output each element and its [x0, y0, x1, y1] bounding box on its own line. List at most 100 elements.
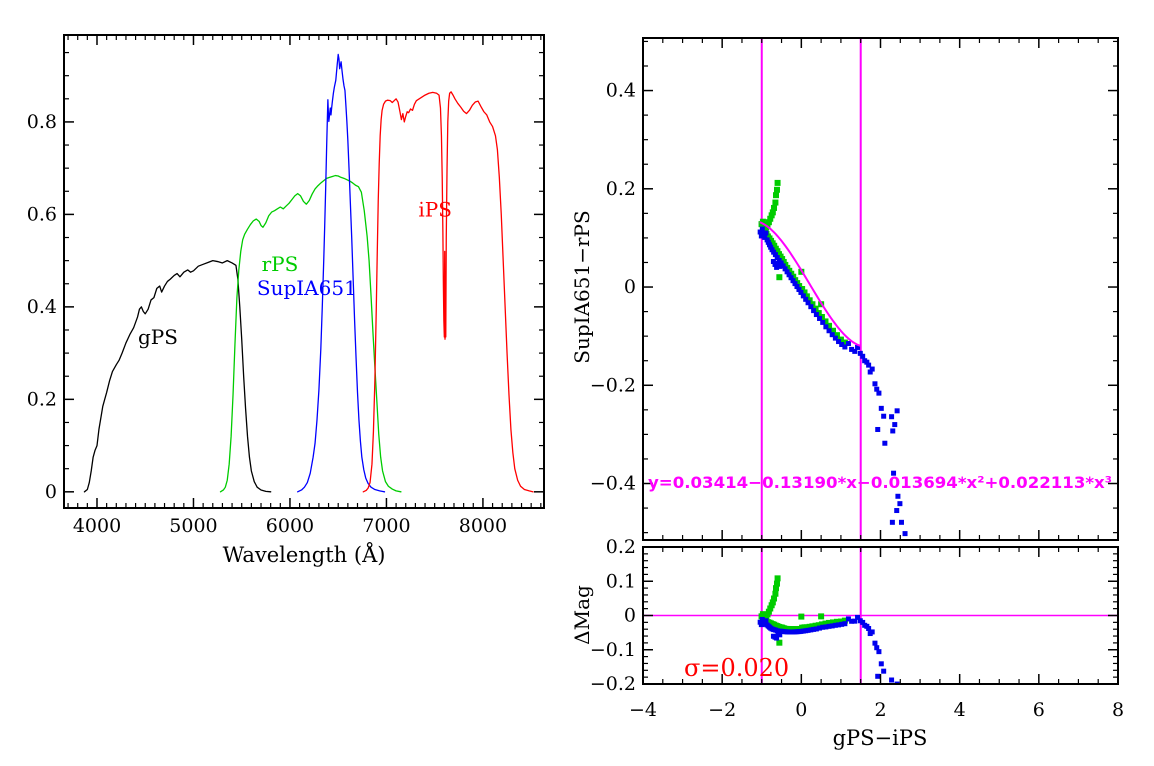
data-point [845, 616, 851, 622]
data-point [780, 263, 786, 269]
data-point [759, 611, 766, 618]
x-axis-label-residuals: gPS−iPS [833, 726, 928, 750]
data-point [841, 339, 848, 346]
data-point [867, 369, 873, 375]
curve-iPS [362, 91, 534, 493]
data-point [820, 624, 826, 630]
x-tick-label: 4000 [73, 515, 121, 537]
data-point [852, 348, 858, 354]
data-point [857, 350, 863, 356]
data-point [894, 508, 900, 514]
data-point [809, 623, 816, 630]
data-point [872, 640, 878, 646]
data-point [860, 353, 866, 359]
data-point [763, 618, 769, 624]
series-label-gPS: gPS [138, 325, 178, 349]
data-point [823, 324, 829, 330]
data-point [829, 332, 835, 338]
y-tick-label: 0 [624, 276, 636, 298]
data-point [855, 344, 861, 350]
data-point [874, 386, 880, 392]
data-point [774, 179, 781, 186]
data-point [829, 623, 835, 629]
data-point [875, 673, 881, 679]
scatter-blue-sample [757, 226, 908, 537]
data-point [798, 289, 804, 295]
data-point [822, 318, 829, 325]
series-label-SupIA651: SupIA651 [257, 276, 357, 300]
data-point [874, 645, 880, 651]
data-point [818, 621, 825, 628]
data-point [774, 264, 780, 270]
data-point [799, 286, 806, 292]
data-point [774, 575, 781, 582]
data-point [794, 284, 800, 290]
data-point [817, 315, 823, 321]
data-point [796, 286, 802, 292]
data-layer [757, 38, 908, 540]
axis-ticks [642, 38, 1119, 540]
data-point [876, 390, 882, 396]
data-point [773, 192, 779, 199]
data-point [778, 260, 784, 266]
data-point [869, 366, 875, 372]
data-point [889, 414, 895, 420]
data-point [826, 623, 832, 629]
x-tick-label: −4 [629, 699, 657, 721]
x-tick-label: 7000 [362, 515, 410, 537]
data-point [833, 618, 840, 625]
data-point [771, 204, 778, 211]
data-point [815, 622, 822, 629]
curve-rPS [219, 174, 402, 493]
data-point [773, 580, 780, 587]
axis-ticks [642, 546, 1119, 685]
data-point [772, 261, 778, 267]
data-point [881, 413, 887, 419]
data-point [811, 626, 817, 632]
data-point [894, 408, 900, 414]
series-label-iPS: iPS [418, 198, 452, 222]
plot-border [63, 34, 545, 509]
data-point [775, 260, 781, 266]
data-point [817, 625, 823, 631]
data-point [889, 519, 895, 525]
data-point [894, 681, 900, 684]
data-point [808, 304, 814, 310]
y-tick-label: −0.1 [590, 639, 636, 661]
data-point [878, 405, 884, 411]
data-point [820, 319, 826, 325]
data-point [768, 602, 775, 609]
panel-color-color: −0.4 −0.2 0 0.2 0.4 SupIA651−rPS y=0.03414−0.1… [570, 37, 1119, 541]
data-point [772, 252, 778, 258]
data-point [813, 312, 819, 318]
y-tick-label: 0.2 [606, 178, 636, 200]
data-point [763, 230, 769, 236]
y-tick-label: 0 [45, 481, 57, 503]
y-tick-label: 0.1 [606, 570, 636, 592]
y-tick-label: −0.2 [590, 673, 636, 695]
data-point [768, 212, 775, 219]
data-point [855, 614, 861, 620]
data-point [866, 626, 872, 632]
sigma-label: σ=0.020 [684, 654, 789, 682]
data-point [832, 335, 838, 341]
data-point [869, 629, 875, 635]
panel-residuals: −4 −2 0 2 4 6 8 −0.2 −0.1 0 0.1 0.2 gPS−iPS ΔMag σ=0.0… [570, 536, 1124, 750]
data-point [823, 624, 829, 630]
data-point [895, 493, 901, 499]
data-point [849, 618, 855, 624]
data-point [833, 332, 840, 339]
data-point [852, 618, 858, 624]
data-point [830, 327, 836, 334]
data-point [860, 619, 866, 625]
data-layer [83, 53, 534, 493]
data-point [892, 422, 898, 428]
y-tick-label: 0.4 [606, 80, 636, 102]
data-point [842, 344, 848, 350]
data-point [876, 649, 882, 655]
y-tick-label: 0.2 [27, 388, 57, 410]
data-point [767, 605, 774, 612]
fit-equation-label: y=0.03414−0.13190*x−0.013694*x²+0.022113… [648, 473, 1112, 492]
y-tick-label: 0.2 [606, 536, 636, 558]
